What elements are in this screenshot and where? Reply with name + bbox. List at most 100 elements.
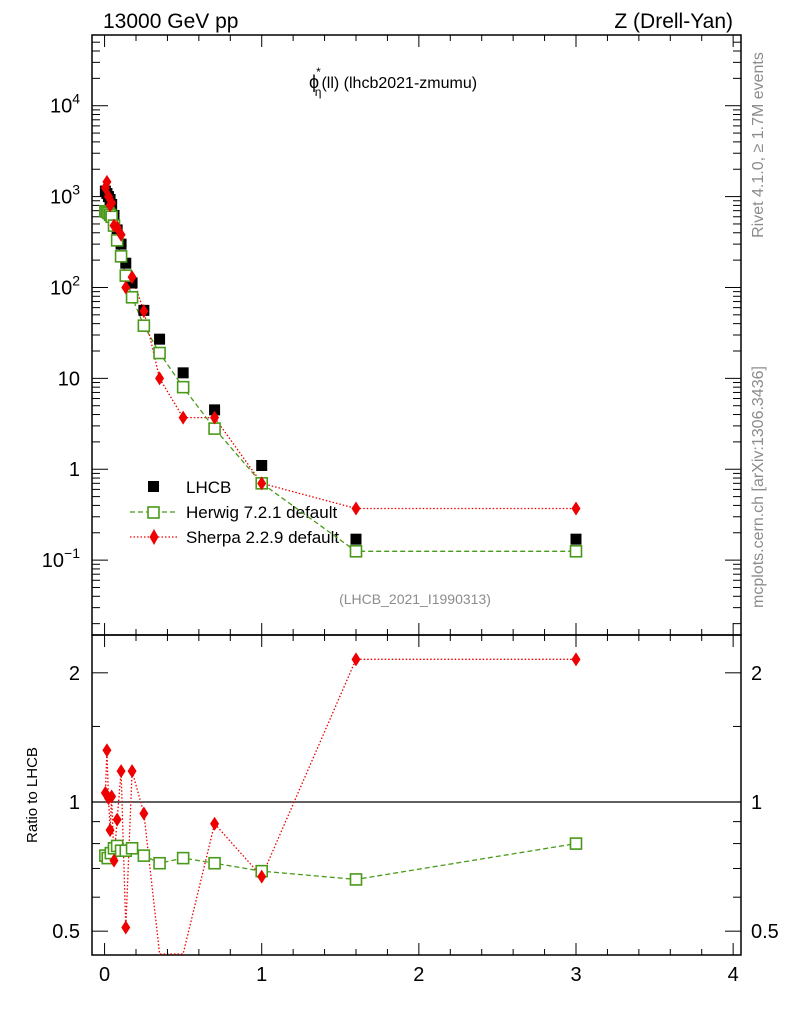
x-tick-label: 1	[256, 964, 267, 986]
lhcb-point	[177, 367, 189, 379]
plot-title-eta: η	[315, 85, 322, 99]
sherpa-point	[116, 227, 126, 242]
series-line-1	[105, 210, 576, 552]
sherpa-point	[257, 476, 267, 491]
analysis-id: (LHCB_2021_I1990313)	[339, 591, 491, 607]
ratio-sherpa-point	[109, 853, 119, 868]
plot-title-rest: (ll) (lhcb2021-zmumu)	[321, 75, 477, 92]
y-tick-label: 1	[69, 459, 80, 481]
main-series-markers	[99, 174, 583, 558]
ratio-herwig-point	[569, 837, 583, 850]
lhcb-point	[350, 533, 362, 545]
energy-label: 13000 GeV pp	[103, 10, 238, 33]
main-series-lines	[104, 181, 576, 552]
ratio-tick-label-left: 2	[69, 663, 80, 685]
ratio-sherpa-point	[112, 812, 122, 827]
y-tick-exponent: −1	[64, 545, 80, 561]
x-tick-label: 0	[99, 964, 110, 986]
lhcb-point	[154, 333, 166, 345]
herwig-point	[153, 346, 166, 360]
x-tick-label: 2	[413, 964, 424, 986]
sherpa-point	[210, 410, 220, 425]
ratio-sherpa-point	[351, 652, 361, 667]
legend-herwig-marker	[147, 506, 160, 519]
ratio-tick-label-left: 0.5	[52, 921, 80, 943]
ratio-herwig-point	[153, 856, 166, 870]
x-tick-label: 3	[570, 964, 581, 986]
sherpa-point	[139, 304, 149, 319]
sherpa-point	[351, 501, 361, 516]
y-tick-label: 103	[50, 182, 80, 209]
plot-title-phi: ϕ	[309, 72, 319, 92]
legend-sherpa-label: Sherpa 2.2.9 default	[186, 528, 339, 547]
ratio-sherpa-point	[116, 764, 126, 779]
legend-herwig-label: Herwig 7.2.1 default	[186, 503, 337, 522]
y-tick-label: 10−1	[42, 545, 80, 572]
y-tick-label: 104	[50, 91, 80, 118]
herwig-point	[114, 250, 128, 263]
y-tick-label: 102	[50, 272, 80, 299]
plot-title: ϕ* η(ll) (lhcb2021-zmumu)	[309, 65, 477, 99]
x-tick-label: 4	[728, 964, 739, 986]
series-line-2	[104, 181, 576, 510]
ratio-series-line-1	[104, 658, 576, 955]
herwig-point	[208, 422, 221, 435]
ratio-ylabel: Ratio to LHCB	[24, 747, 41, 843]
ratio-sherpa-point	[107, 789, 117, 804]
y-tick-label: 10	[58, 368, 80, 390]
sherpa-point	[155, 371, 165, 386]
y-tick-base: 10	[42, 550, 64, 572]
ratio-series-lines	[104, 658, 577, 955]
ratio-herwig-point	[137, 849, 151, 862]
sherpa-point	[121, 280, 131, 295]
sherpa-point	[571, 501, 581, 516]
herwig-point	[176, 380, 190, 394]
ratio-sherpa-point	[139, 806, 149, 821]
ratio-sherpa-point	[105, 823, 115, 838]
ratio-herwig-point	[208, 856, 221, 870]
ratio-sherpa-point	[257, 869, 267, 884]
ratio-sherpa-point	[121, 920, 131, 935]
y-tick-base: 10	[50, 187, 72, 209]
ratio-panel-frame	[91, 634, 742, 956]
sherpa-point	[102, 174, 112, 189]
sherpa-point	[127, 270, 137, 285]
plot-title-star: *	[316, 65, 321, 79]
legend-lhcb-label: LHCB	[186, 478, 231, 497]
lhcb-point	[209, 404, 221, 416]
sherpa-point	[107, 196, 117, 211]
rivet-label: Rivet 4.1.0, ≥ 1.7M events	[750, 52, 767, 238]
ratio-sherpa-point	[571, 652, 581, 667]
sherpa-point	[178, 410, 188, 425]
herwig-point	[137, 319, 151, 332]
legend-sherpa-marker	[149, 529, 159, 545]
y-tick-base: 10	[50, 277, 72, 299]
ratio-tick-label-left: 1	[69, 792, 80, 814]
lhcb-point	[256, 459, 268, 471]
ratio-herwig-point	[176, 851, 190, 865]
y-tick-exponent: 3	[72, 182, 80, 198]
y-tick-exponent: 4	[72, 91, 80, 107]
legend: LHCB Herwig 7.2.1 default Sherpa 2.2.9 d…	[130, 478, 339, 547]
ratio-tick-label-right: 1	[751, 792, 762, 814]
herwig-point	[349, 545, 363, 558]
herwig-point	[125, 290, 139, 304]
lhcb-point	[570, 533, 582, 545]
herwig-point	[569, 545, 583, 558]
ratio-herwig-point	[349, 873, 363, 886]
x-axis-ticks: 0 1 2 3 4	[99, 35, 739, 986]
ratio-series-line-0	[104, 842, 577, 881]
ratio-sherpa-point	[102, 743, 112, 758]
ratio-tick-label-right: 2	[751, 663, 762, 685]
legend-lhcb-marker	[148, 481, 159, 492]
lhcb-point	[120, 257, 132, 269]
process-label: Z (Drell-Yan)	[614, 10, 733, 33]
y-tick-base: 10	[50, 96, 72, 118]
ratio-series-markers	[99, 652, 583, 935]
ratio-sherpa-point	[127, 764, 137, 779]
ratio-herwig-point	[125, 842, 139, 855]
ratio-sherpa-point	[210, 816, 220, 831]
source-label: mcplots.cern.ch [arXiv:1306.3436]	[750, 366, 767, 608]
